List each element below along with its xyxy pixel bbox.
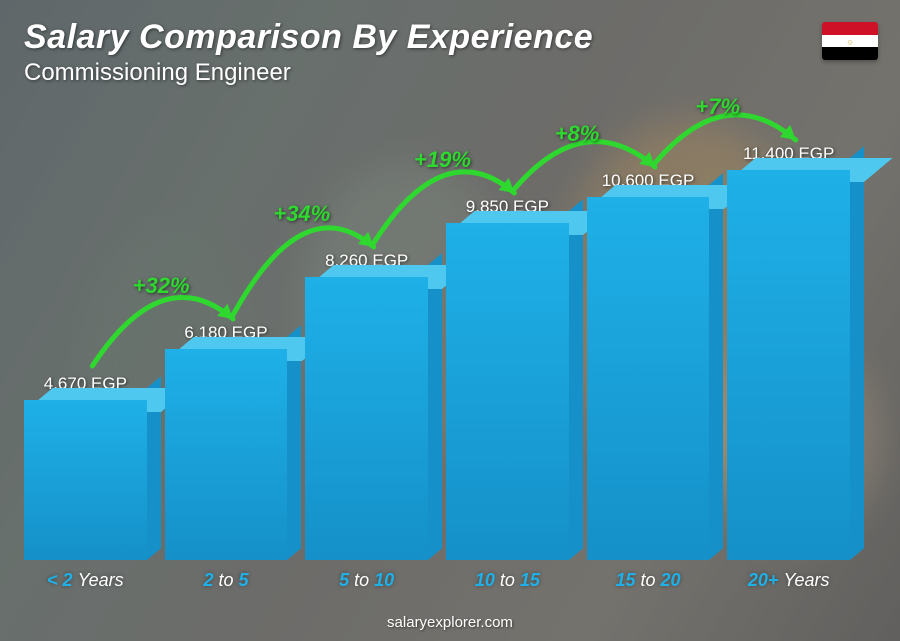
chart-subtitle: Commissioning Engineer bbox=[24, 59, 593, 87]
bar-group: 4,670 EGP< 2 Years bbox=[24, 110, 147, 591]
delta-label: +7% bbox=[695, 94, 740, 120]
bar-category-label: 20+ Years bbox=[748, 570, 830, 591]
bar bbox=[305, 277, 428, 560]
country-flag-egypt: ۞ bbox=[822, 22, 878, 60]
bar-chart: 4,670 EGP< 2 Years6,180 EGP2 to 58,260 E… bbox=[24, 110, 850, 591]
flag-stripe-red bbox=[822, 22, 878, 35]
bar-category-label: < 2 Years bbox=[47, 570, 124, 591]
delta-label: +19% bbox=[414, 147, 471, 173]
bar-group: 8,260 EGP5 to 10 bbox=[305, 110, 428, 591]
flag-stripe-black bbox=[822, 47, 878, 60]
delta-label: +32% bbox=[133, 273, 190, 299]
bar-group: 9,850 EGP10 to 15 bbox=[446, 110, 569, 591]
bar bbox=[24, 400, 147, 560]
bar-category-label: 2 to 5 bbox=[203, 570, 248, 591]
chart-header: Salary Comparison By Experience Commissi… bbox=[24, 18, 593, 87]
footer-attribution: salaryexplorer.com bbox=[0, 614, 900, 631]
delta-label: +34% bbox=[273, 201, 330, 227]
flag-stripe-white: ۞ bbox=[822, 35, 878, 48]
bar bbox=[727, 170, 850, 560]
bar-group: 11,400 EGP20+ Years bbox=[727, 110, 850, 591]
chart-title: Salary Comparison By Experience bbox=[24, 18, 593, 57]
bar bbox=[587, 197, 710, 560]
bar-group: 6,180 EGP2 to 5 bbox=[165, 110, 288, 591]
delta-label: +8% bbox=[555, 121, 600, 147]
bar-category-label: 10 to 15 bbox=[475, 570, 540, 591]
flag-emblem-icon: ۞ bbox=[847, 37, 852, 46]
bar bbox=[165, 349, 288, 560]
bar bbox=[446, 223, 569, 560]
bar-group: 10,600 EGP15 to 20 bbox=[587, 110, 710, 591]
bar-category-label: 15 to 20 bbox=[615, 570, 680, 591]
bar-category-label: 5 to 10 bbox=[339, 570, 394, 591]
